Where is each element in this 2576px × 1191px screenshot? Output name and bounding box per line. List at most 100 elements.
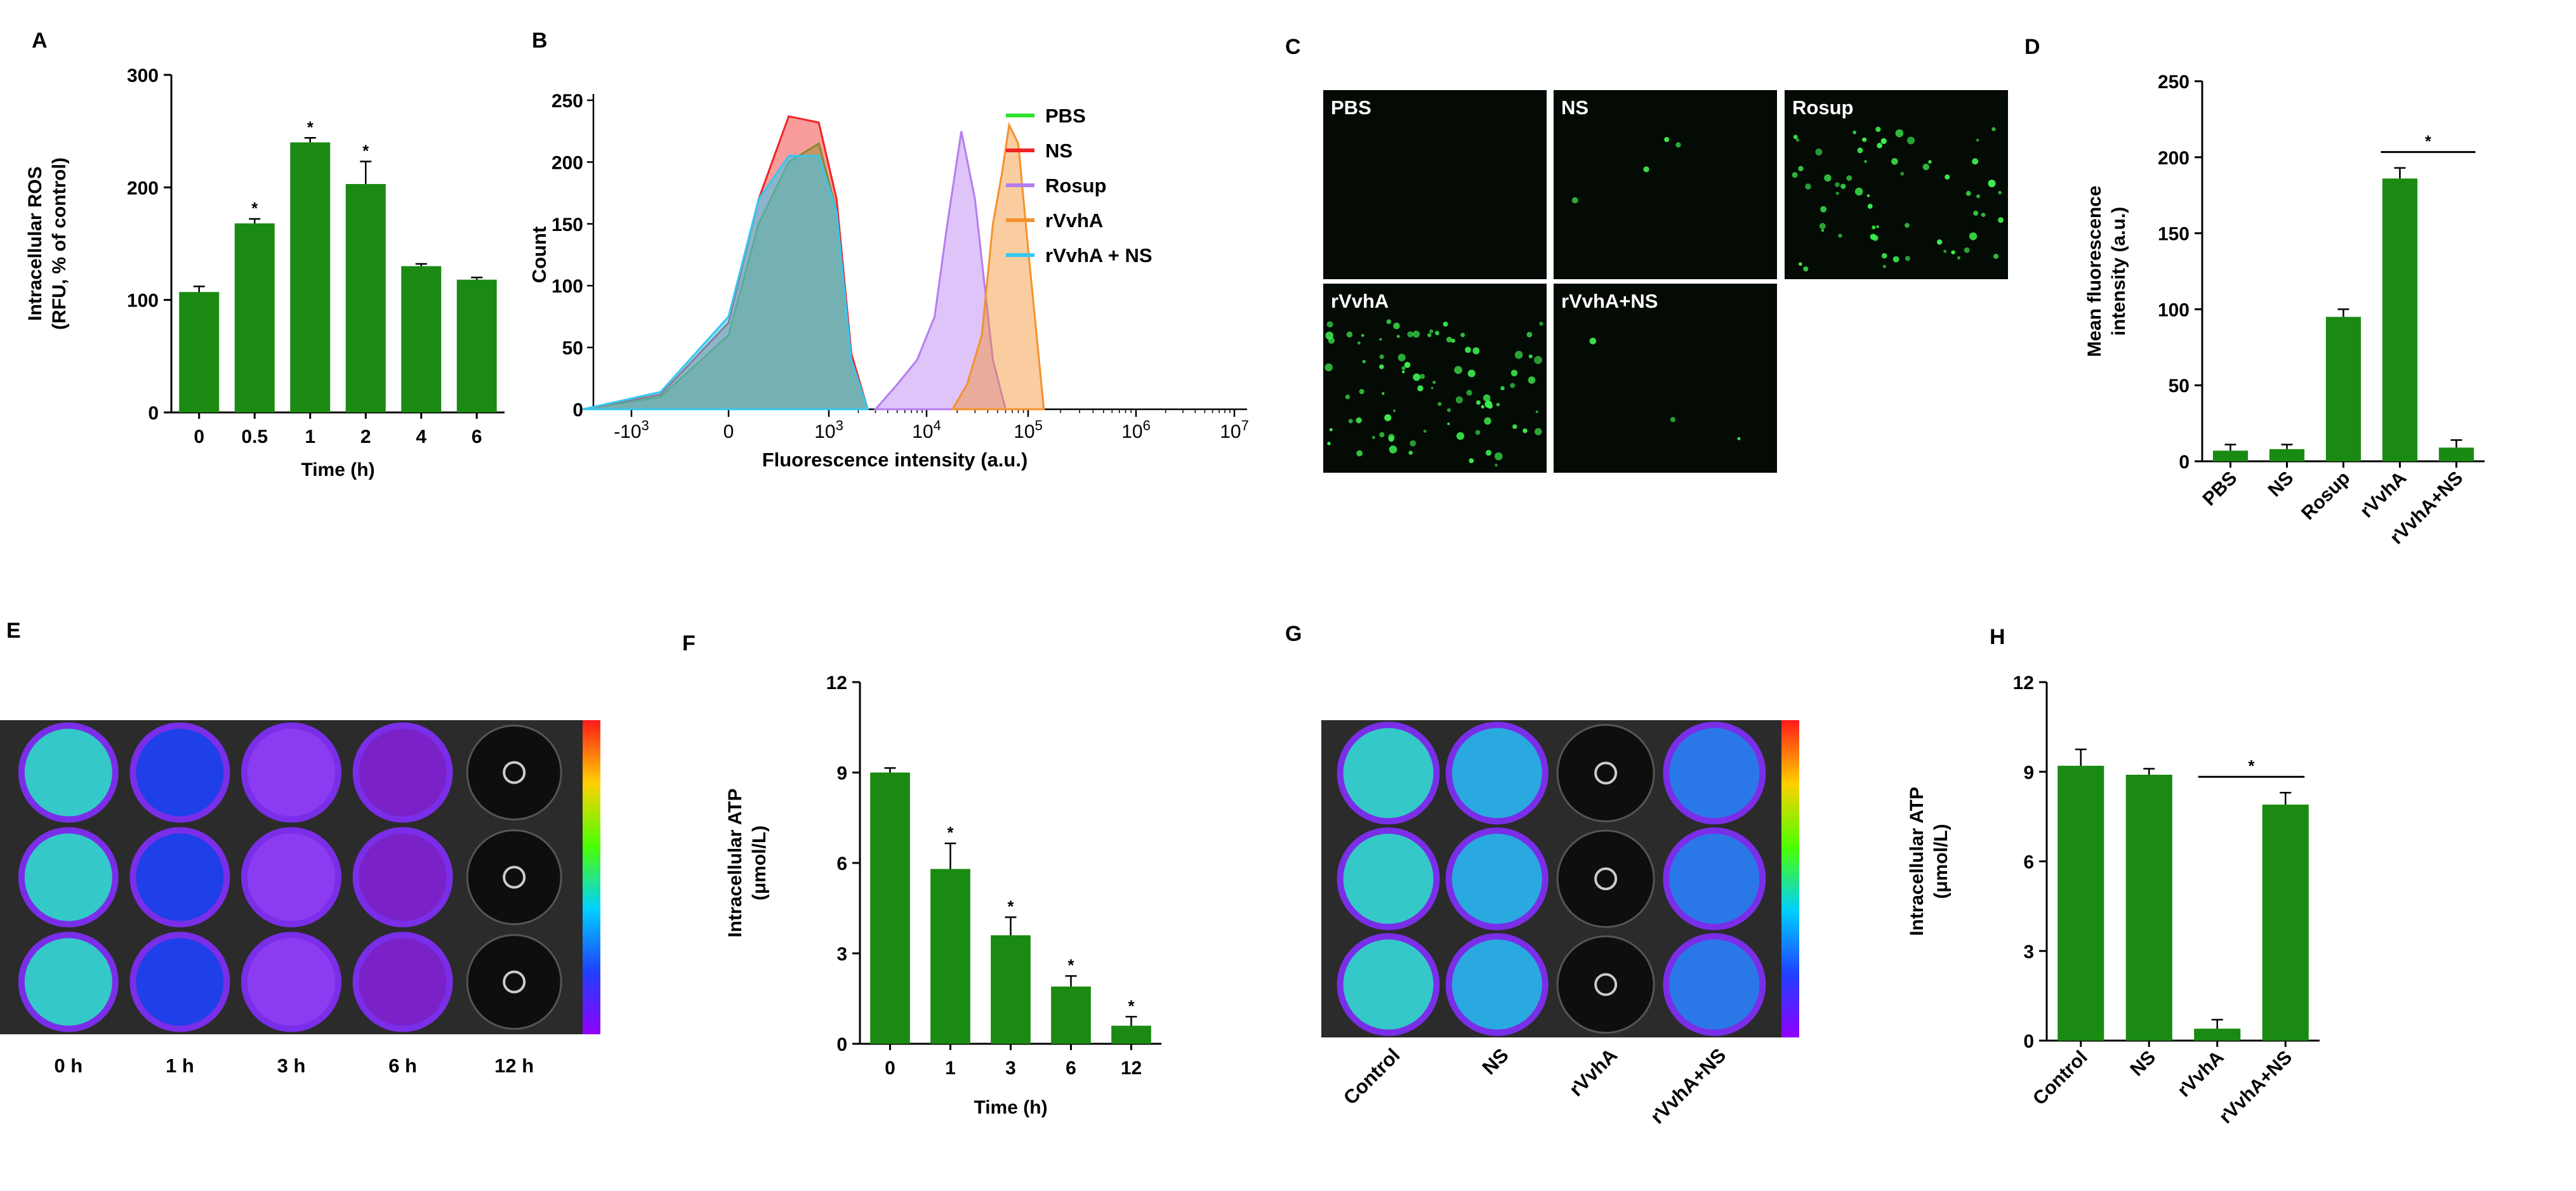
fluorescent-cell: [1838, 234, 1842, 238]
fluorescent-cell: [1348, 419, 1353, 424]
panel-letter-g: G: [1285, 622, 1302, 646]
plate-well: [241, 931, 341, 1032]
significance-star: *: [948, 824, 954, 842]
fluorescent-cell: [1456, 432, 1465, 440]
significance-star: *: [1128, 997, 1135, 1015]
y-tick-label: 0: [2023, 1031, 2034, 1052]
y-tick-label: 250: [552, 91, 583, 112]
microscopy-label: NS: [1561, 96, 1589, 119]
y-axis-label: Intracellular ATP: [1906, 787, 1927, 936]
y-tick-label: 0: [2179, 452, 2190, 473]
plate-well: [466, 725, 562, 820]
fluorescent-cell: [1362, 360, 1366, 364]
fluorescent-cell: [1571, 197, 1578, 204]
microscopy-label: rVvhA+NS: [1561, 290, 1658, 312]
bar: [2125, 774, 2172, 1041]
y-tick-label: 200: [127, 178, 159, 199]
y-tick-label: 12: [826, 673, 847, 694]
fluorescent-cell: [1446, 336, 1453, 343]
bar: [2438, 447, 2474, 461]
plate-well: [1445, 933, 1549, 1036]
fluorescent-cell: [1495, 452, 1503, 461]
fluorescent-cell: [1447, 422, 1450, 426]
fluorescent-cell: [1413, 373, 1421, 381]
fluorescent-cell: [1437, 402, 1442, 406]
fluorescent-cell: [1969, 232, 1978, 240]
bar: [930, 869, 970, 1044]
y-tick-label: 0: [572, 400, 583, 421]
bar: [234, 223, 275, 412]
well-ring: [1594, 867, 1618, 890]
y-tick-label: 200: [552, 152, 583, 173]
series-area: [583, 155, 869, 411]
x-tick-label: 104: [912, 418, 941, 442]
fluorescent-cell: [1408, 451, 1413, 455]
fluorescent-cell: [1495, 463, 1498, 467]
x-tick-label: PBS: [2198, 468, 2241, 510]
bar: [2194, 1029, 2241, 1041]
y-tick-label: 150: [552, 214, 583, 235]
fluorescent-cell: [1981, 213, 1986, 217]
x-tick-label: rVvhA+NS: [2216, 1047, 2297, 1128]
y-axis-label: Count: [528, 227, 550, 284]
plate-well: [18, 931, 119, 1032]
x-axis-label: Time (h): [301, 459, 374, 480]
fluorescent-cell: [1799, 262, 1802, 266]
x-tick-label: 6: [472, 426, 482, 447]
bar: [2269, 449, 2305, 461]
fluorescent-cell: [1451, 338, 1455, 343]
significance-star: *: [2425, 133, 2431, 151]
plate-column-label: rVvhA+NS: [1646, 1044, 1731, 1128]
fluorescent-cell: [1880, 138, 1887, 145]
fluorescent-cell: [1467, 369, 1476, 378]
fluorescent-cell: [1905, 256, 1910, 261]
fluorescent-cell: [1846, 175, 1853, 181]
fluorescent-cell: [1928, 160, 1932, 164]
fluorescent-cell: [1407, 331, 1413, 338]
bar: [2382, 178, 2418, 461]
x-tick-label: 103: [814, 418, 843, 442]
y-tick-label: 6: [836, 853, 847, 874]
fluorescent-cell: [1664, 136, 1670, 142]
well-ring: [503, 761, 526, 784]
fluorescent-cell: [1420, 374, 1425, 379]
fluorescent-cell: [1412, 331, 1420, 338]
fluorescent-cell: [1862, 137, 1867, 142]
fluorescent-cell: [1443, 321, 1448, 327]
x-tick-label: 106: [1121, 418, 1151, 442]
fluorescent-cell: [1976, 138, 1979, 142]
fluorescent-cell: [1326, 321, 1333, 328]
plate-column-label: NS: [1478, 1044, 1513, 1079]
y-tick-label: 150: [2158, 224, 2190, 245]
fluorescent-cell: [1877, 143, 1883, 148]
x-tick-label: Rosup: [2297, 468, 2354, 524]
fluorescent-cell: [1864, 160, 1867, 163]
plate-well: [1337, 827, 1440, 930]
fluorescent-cell: [1401, 370, 1405, 374]
y-tick-label: 3: [836, 944, 847, 965]
fluorescent-cell: [1957, 256, 1961, 260]
fluorescent-cell: [1324, 363, 1333, 372]
fluorescent-cell: [1945, 174, 1950, 180]
fluorescent-cell: [1435, 331, 1439, 336]
y-axis-label: Intracellular ATP: [725, 788, 746, 937]
series-area: [873, 131, 1007, 411]
y-tick-label: 100: [552, 276, 583, 297]
well-ring: [503, 970, 526, 994]
fluorescent-cell: [1401, 365, 1406, 371]
fluorescent-cell: [1821, 229, 1825, 232]
fluorescent-cell: [1824, 174, 1832, 182]
panel-b-flow-histogram: 0 50 100 150 200 250 -103 0 103 104 105 106 107 PBS NS…: [528, 91, 1249, 471]
fluorescent-cell: [1853, 130, 1856, 135]
bar: [1051, 986, 1091, 1044]
fluorescent-cell: [1943, 249, 1947, 253]
significance-star: *: [251, 200, 258, 218]
microscopy-tile: Rosup: [1785, 90, 2008, 279]
legend-label: PBS: [1045, 105, 1086, 127]
bar: [179, 292, 220, 412]
fluorescent-cell: [1465, 346, 1471, 353]
fluorescent-cell: [1805, 183, 1811, 190]
fluorescent-cell: [1379, 338, 1382, 341]
fluorescent-cell: [1510, 369, 1518, 377]
fluorescent-cell: [1382, 392, 1385, 395]
